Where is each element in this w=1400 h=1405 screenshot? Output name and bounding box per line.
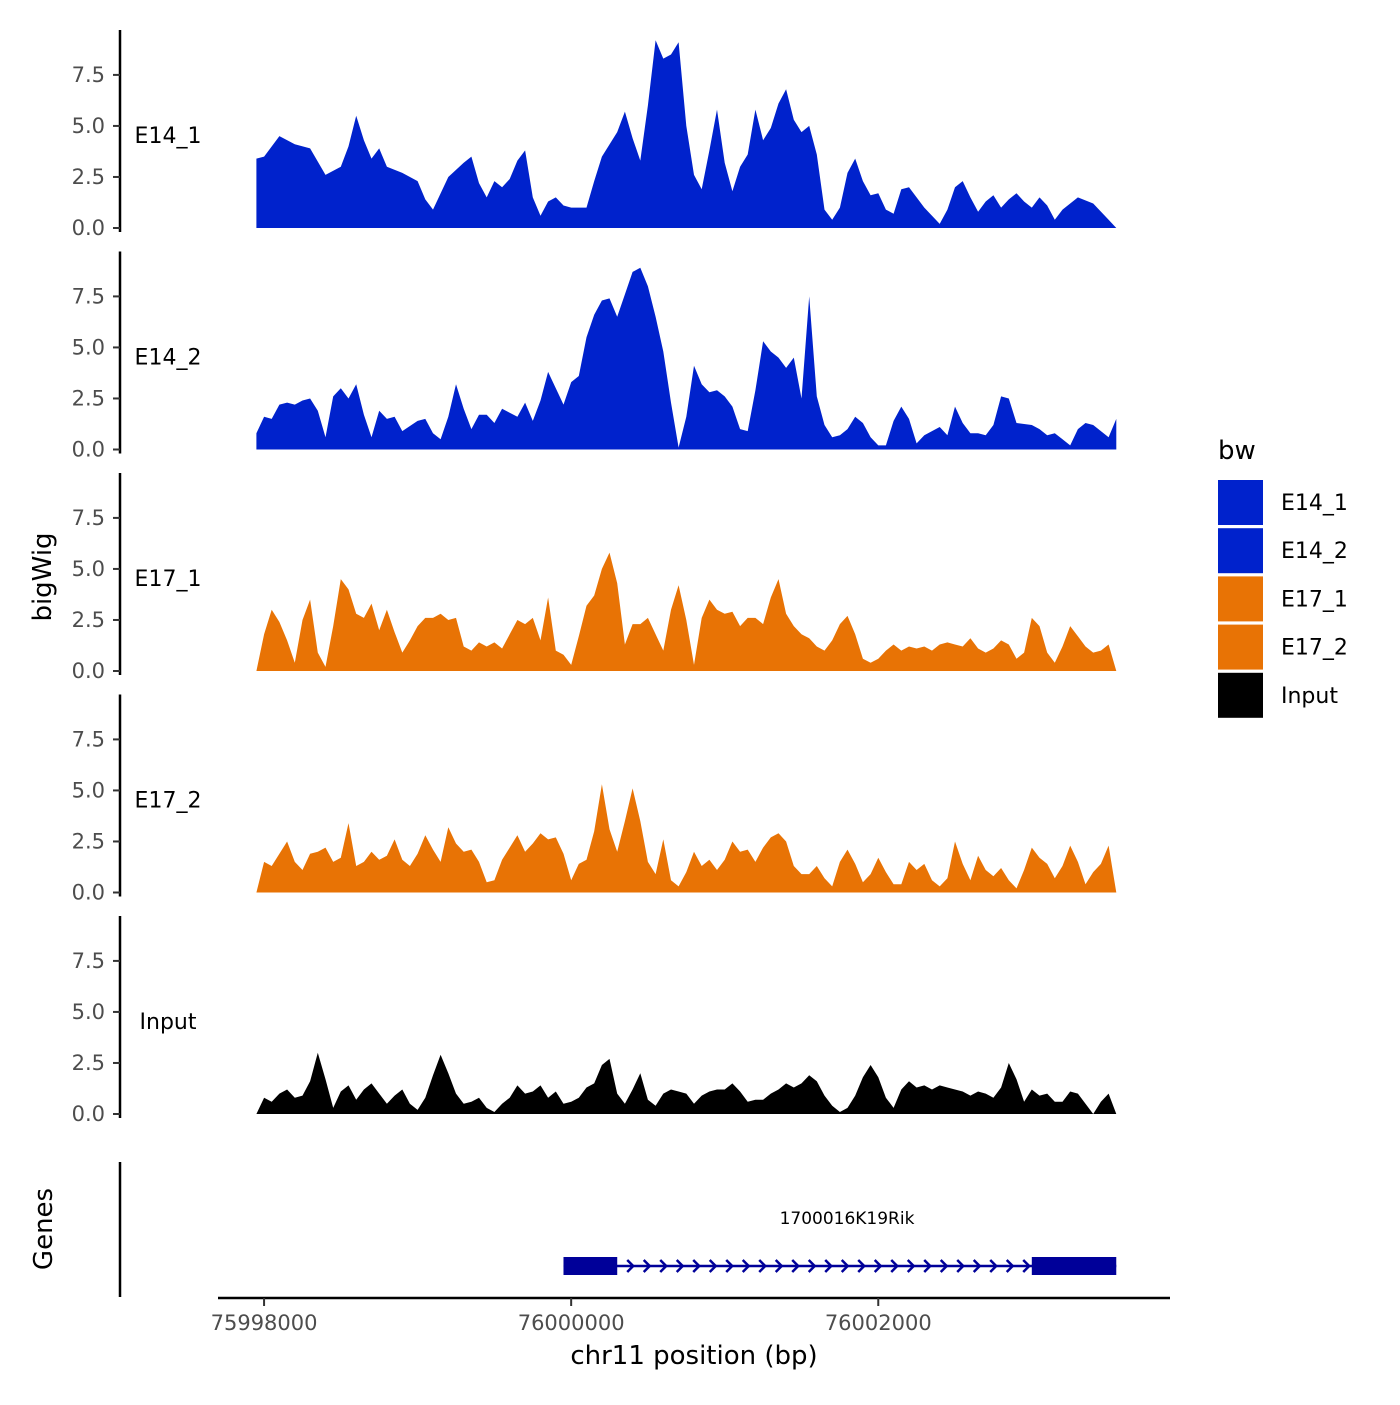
strand-arrow (972, 1259, 982, 1273)
legend-label: E14_2 (1281, 539, 1348, 564)
legend-item: E14_1 (1218, 480, 1348, 525)
gene-name-label: 1700016K19Rik (780, 1209, 915, 1229)
y-tick-label: 5.0 (72, 778, 105, 802)
track-e14-2: 0.0 2.5 5.0 7.5 E14_2 (72, 251, 1117, 462)
x-tick-label: 76002000 (825, 1311, 932, 1335)
x-tick-label: 76000000 (518, 1311, 625, 1335)
coverage-tracks: 0.0 2.5 5.0 7.5 E14_1 0.0 2.5 5.0 7.5 E14_2 0.0 2.5… (72, 30, 1117, 1126)
y-tick-label: 0.0 (72, 1102, 105, 1126)
coverage-area-e17-2 (256, 784, 1117, 893)
legend-swatch (1218, 576, 1263, 622)
strand-arrow (906, 1259, 916, 1273)
legend-label: E17_1 (1281, 587, 1348, 612)
strand-arrow (642, 1259, 652, 1273)
strand-arrow (675, 1259, 685, 1273)
strand-arrow (939, 1259, 949, 1273)
strand-arrow (840, 1259, 850, 1273)
y-tick-label: 7.5 (72, 506, 105, 530)
legend: bw E14_1 E14_2 E17_1 E17_2 Input (1218, 436, 1348, 718)
strand-arrow (989, 1259, 998, 1273)
gene-panel: 1700016K19Rik Genes (29, 1162, 1117, 1297)
y-tick-label: 5.0 (72, 335, 105, 359)
strand-arrow (741, 1259, 751, 1273)
gene-exon (1031, 1257, 1117, 1275)
y-tick-label: 0.0 (72, 216, 105, 240)
y-tick-label: 2.5 (72, 1051, 105, 1075)
strand-arrow (807, 1259, 817, 1273)
strand-arrow (725, 1259, 734, 1273)
track-input: 0.0 2.5 5.0 7.5 Input (72, 916, 1117, 1126)
x-axis-ticks: 75998000 76000000 76002000 (211, 1298, 932, 1335)
coverage-area-input (256, 1052, 1117, 1114)
gene-exon (563, 1257, 618, 1275)
y-tick-label: 7.5 (72, 63, 105, 87)
legend-item: E17_2 (1218, 624, 1348, 670)
strand-arrow (857, 1259, 866, 1273)
strand-arrow (774, 1259, 784, 1273)
y-tick-label: 0.0 (72, 881, 105, 905)
track-label: E17_1 (135, 567, 202, 592)
strand-arrow (692, 1259, 701, 1273)
legend-label: E17_2 (1281, 636, 1348, 661)
y-tick-label: 2.5 (72, 829, 105, 853)
legend-title: bw (1218, 436, 1256, 466)
y-tick-label: 2.5 (72, 165, 105, 189)
track-label: E14_1 (135, 124, 202, 149)
genes-panel-title: Genes (29, 1188, 59, 1270)
track-label: E17_2 (135, 789, 202, 814)
y-tick-label: 5.0 (72, 557, 105, 581)
legend-swatch (1218, 624, 1263, 670)
track-e17-1: 0.0 2.5 5.0 7.5 E17_1 (72, 473, 1117, 683)
gene-model (563, 1257, 1117, 1275)
track-label: Input (140, 1010, 197, 1035)
strand-arrow (791, 1259, 800, 1273)
track-e17-2: 0.0 2.5 5.0 7.5 E17_2 (72, 694, 1117, 905)
y-tick-label: 5.0 (72, 1000, 105, 1024)
strand-arrow (626, 1259, 635, 1273)
legend-item: Input (1218, 672, 1338, 718)
y-tick-label: 5.0 (72, 114, 105, 138)
legend-item: E14_2 (1218, 528, 1348, 574)
coverage-area-e14-1 (256, 40, 1117, 229)
strand-arrow (708, 1259, 718, 1273)
legend-label: Input (1281, 684, 1338, 709)
y-tick-label: 7.5 (72, 949, 105, 973)
legend-swatch (1218, 528, 1263, 574)
coverage-area-e14-2 (256, 267, 1117, 450)
track-e14-1: 0.0 2.5 5.0 7.5 E14_1 (72, 30, 1117, 240)
strand-arrow (956, 1259, 965, 1273)
y-tick-label: 7.5 (72, 284, 105, 308)
x-axis: 75998000 76000000 76002000 chr11 position … (211, 1296, 1170, 1371)
strand-arrow (890, 1259, 899, 1273)
x-tick-label: 75998000 (211, 1311, 318, 1335)
legend-swatch (1218, 672, 1263, 718)
strand-arrow (758, 1259, 767, 1273)
strand-arrow (1005, 1259, 1015, 1273)
y-axis-title: bigWig (28, 532, 58, 621)
strand-arrow (824, 1259, 833, 1273)
strand-arrow (1022, 1259, 1031, 1273)
y-tick-label: 2.5 (72, 608, 105, 632)
y-tick-label: 0.0 (72, 438, 105, 462)
strand-arrow (873, 1259, 883, 1273)
y-tick-label: 0.0 (72, 659, 105, 683)
legend-item: E17_1 (1218, 576, 1348, 622)
y-tick-label: 2.5 (72, 386, 105, 410)
strand-arrow (923, 1259, 932, 1273)
legend-label: E14_1 (1281, 491, 1348, 516)
y-tick-label: 7.5 (72, 727, 105, 751)
coverage-area-e17-1 (256, 552, 1117, 671)
strand-arrow (659, 1259, 668, 1273)
legend-swatch (1218, 480, 1263, 525)
legend-items: E14_1 E14_2 E17_1 E17_2 Input (1218, 480, 1348, 718)
track-label: E14_2 (135, 346, 202, 371)
x-axis-title: chr11 position (bp) (570, 1341, 817, 1371)
